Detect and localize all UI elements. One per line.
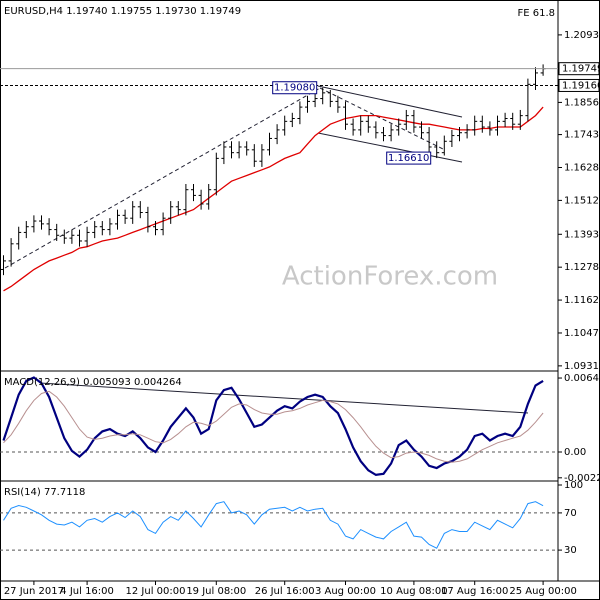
x-tick-label: 12 Jul 00:00 [126,586,186,597]
series-line [3,390,544,463]
panel-title: MACD(12,26,9) 0.005093 0.004264 [4,377,182,388]
y-tick-label: 1.09315 [564,361,600,372]
x-tick-label: 26 Jul 16:00 [255,586,315,597]
moving-average [3,106,544,292]
annotation-label: 1.19080 [274,83,315,94]
y-tick-label: 100 [564,480,583,491]
x-tick-label: 25 Aug 00:00 [509,586,576,597]
annotation-box [386,151,432,165]
panel-title: RSI(14) 77.7118 [4,487,85,498]
annotation-label: 1.16610 [388,153,429,164]
trend-line [319,87,446,151]
annotation-box [272,81,318,95]
price-label: 1.19749 [562,64,600,75]
y-tick-label: 1.10470 [564,328,600,339]
channel-line [317,85,463,118]
watermark: ActionForex.com [282,262,498,292]
x-tick-label: 17 Aug 16:00 [441,586,508,597]
x-tick-label: 3 Aug 00:00 [315,586,376,597]
price-label: 1.19160 [562,80,600,91]
trend-line [4,87,321,269]
y-tick-label: 0.006454 [564,373,600,384]
y-tick-label: 30 [564,545,577,556]
y-tick-label: 1.18565 [564,97,600,108]
x-tick-label: 19 Jul 08:00 [186,586,246,597]
x-tick-label: 10 Aug 08:00 [380,586,447,597]
price-label-box [558,62,600,76]
channel-line [317,132,463,163]
y-tick-label: 1.20935 [564,30,600,41]
price-label-box [558,78,600,92]
macd-trend-line [39,382,529,414]
y-tick-label: 1.17435 [564,130,600,141]
y-tick-label: 0.00 [564,447,586,458]
corner-label: FE 61.8 [517,8,555,19]
y-tick-label: 1.12780 [564,262,600,273]
y-tick-label: 1.16280 [564,162,600,173]
x-tick-label: 4 Jul 16:00 [60,586,114,597]
y-tick-label: 1.15125 [564,195,600,206]
y-tick-label: 1.13935 [564,229,600,240]
y-tick-label: -0.002252 [564,473,600,484]
panel-title: EURUSD,H4 1.19740 1.19755 1.19730 1.1974… [4,6,241,17]
y-tick-label: 1.11625 [564,295,600,306]
y-tick-label: 70 [564,508,577,519]
x-tick-label: 27 Jun 2017 [4,586,64,597]
series-line [3,501,544,549]
